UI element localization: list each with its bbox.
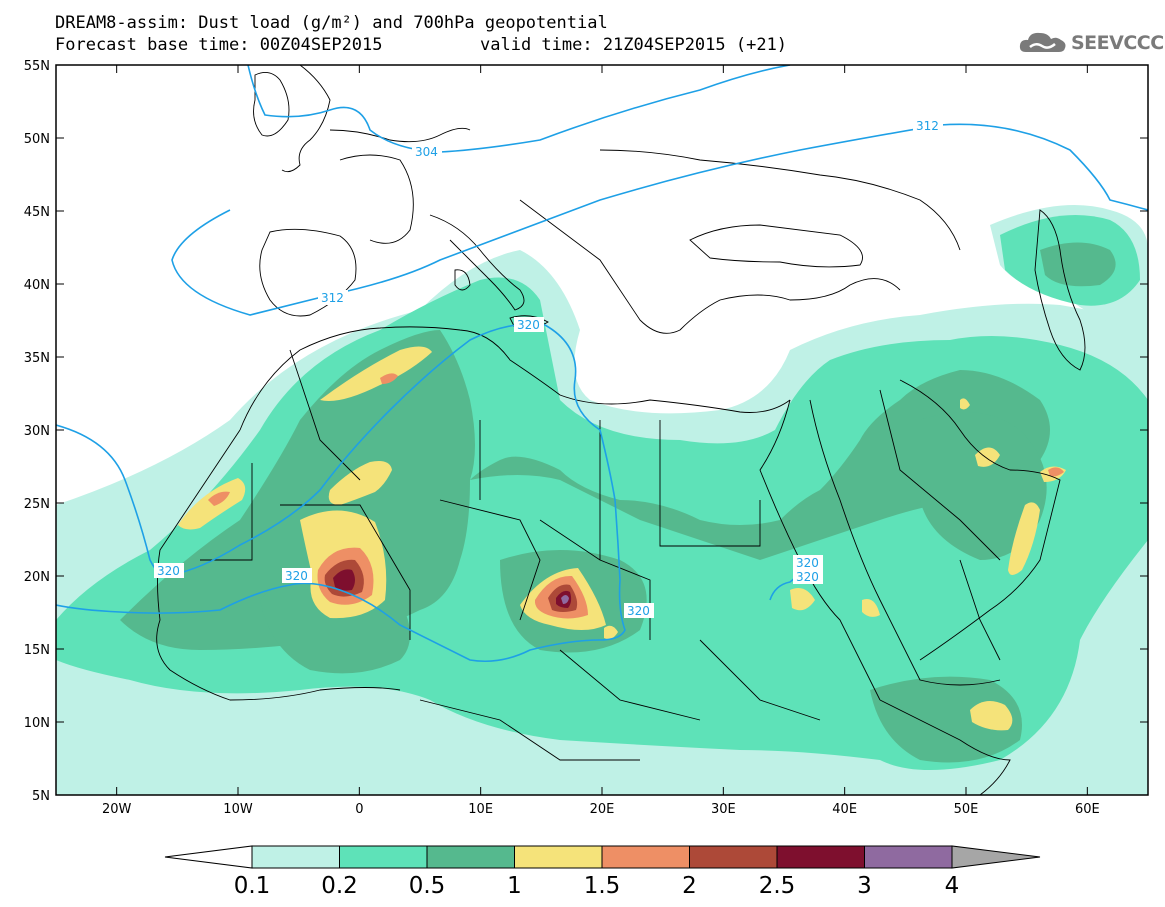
lat-tick-label: 40N — [24, 278, 50, 293]
colorbar: 0.1 0.2 0.5 1 1.5 2 2.5 3 4 — [164, 845, 1041, 899]
lat-tick-label: 5N — [32, 789, 50, 804]
latitude-axis: 55N 50N 45N 40N 35N 30N 25N 20N 15N 10N 5N — [24, 59, 1148, 804]
contour-label-320-mali: 320 — [285, 569, 308, 583]
colorbar-box — [426, 845, 515, 869]
lon-tick-label: 50E — [954, 802, 979, 817]
time-info: Forecast base time: 00Z04SEP2015 valid ti… — [55, 35, 787, 55]
colorbar-label: 3 — [857, 873, 872, 899]
map-field: 304 312 312 320 320 320 320 320 320 — [56, 65, 1148, 795]
contour-label-320-mauritania: 320 — [157, 564, 180, 578]
colorbar-box — [514, 845, 603, 869]
colorbar-box — [689, 845, 778, 869]
lon-tick-label: 10W — [223, 802, 253, 817]
valid-time: valid time: 21Z04SEP2015 (+21) — [480, 35, 788, 55]
lon-tick-label: 30E — [711, 802, 736, 817]
lon-tick-label: 10E — [468, 802, 493, 817]
colorbar-box — [776, 845, 865, 869]
colorbar-box — [339, 845, 428, 869]
colorbar-label: 0.2 — [321, 873, 358, 899]
chart-title: DREAM8-assim: Dust load (g/m²) and 700hP… — [55, 13, 608, 33]
contour-label-312-west: 312 — [321, 291, 344, 305]
logo-text: SEEVCCC — [1071, 32, 1164, 54]
lon-tick-label: 20E — [590, 802, 615, 817]
lat-tick-label: 10N — [24, 716, 50, 731]
lon-tick-label: 20W — [102, 802, 132, 817]
longitude-axis: 20W 10W 0 10E 20E 30E 40E 50E 60E — [102, 65, 1100, 817]
colorbar-label: 2 — [682, 873, 697, 899]
lon-tick-label: 40E — [832, 802, 857, 817]
contour-label-320-sudan: 320 — [627, 604, 650, 618]
colorbar-box — [601, 845, 690, 869]
lat-tick-label: 45N — [24, 205, 50, 220]
contour-label-320-redsea-b: 320 — [796, 570, 819, 584]
contour-label-320-redsea-a: 320 — [796, 556, 819, 570]
colorbar-label: 0.5 — [409, 873, 446, 899]
lat-tick-label: 30N — [24, 424, 50, 439]
colorbar-label: 0.1 — [234, 873, 271, 899]
contour-label-320-tunisia: 320 — [517, 318, 540, 332]
contour-label-312-east: 312 — [916, 119, 939, 133]
lat-tick-label: 55N — [24, 59, 50, 74]
lon-tick-label: 0 — [355, 802, 363, 817]
lat-tick-label: 20N — [24, 570, 50, 585]
lat-tick-label: 25N — [24, 497, 50, 512]
colorbar-under-triangle — [164, 845, 253, 869]
dust-band-3 — [561, 595, 569, 604]
contour-312 — [171, 123, 1148, 316]
contour-labels: 304 312 312 320 320 320 320 320 320 — [154, 118, 943, 618]
colorbar-label: 4 — [945, 873, 960, 899]
colorbar-label: 1 — [507, 873, 522, 899]
lon-tick-label: 60E — [1075, 802, 1100, 817]
seevccc-logo: SEEVCCC — [1018, 28, 1164, 56]
base-time: Forecast base time: 00Z04SEP2015 — [55, 35, 383, 55]
cloud-logo-icon — [1019, 32, 1066, 52]
lat-tick-label: 35N — [24, 351, 50, 366]
colorbar-box — [251, 845, 340, 869]
colorbar-label: 1.5 — [584, 873, 621, 899]
contour-label-304: 304 — [415, 145, 438, 159]
contour-320 — [56, 323, 626, 663]
lat-tick-label: 50N — [24, 132, 50, 147]
colorbar-box — [864, 845, 953, 869]
colorbar-over-triangle — [951, 845, 1041, 869]
colorbar-label: 2.5 — [759, 873, 796, 899]
lat-tick-label: 15N — [24, 643, 50, 658]
